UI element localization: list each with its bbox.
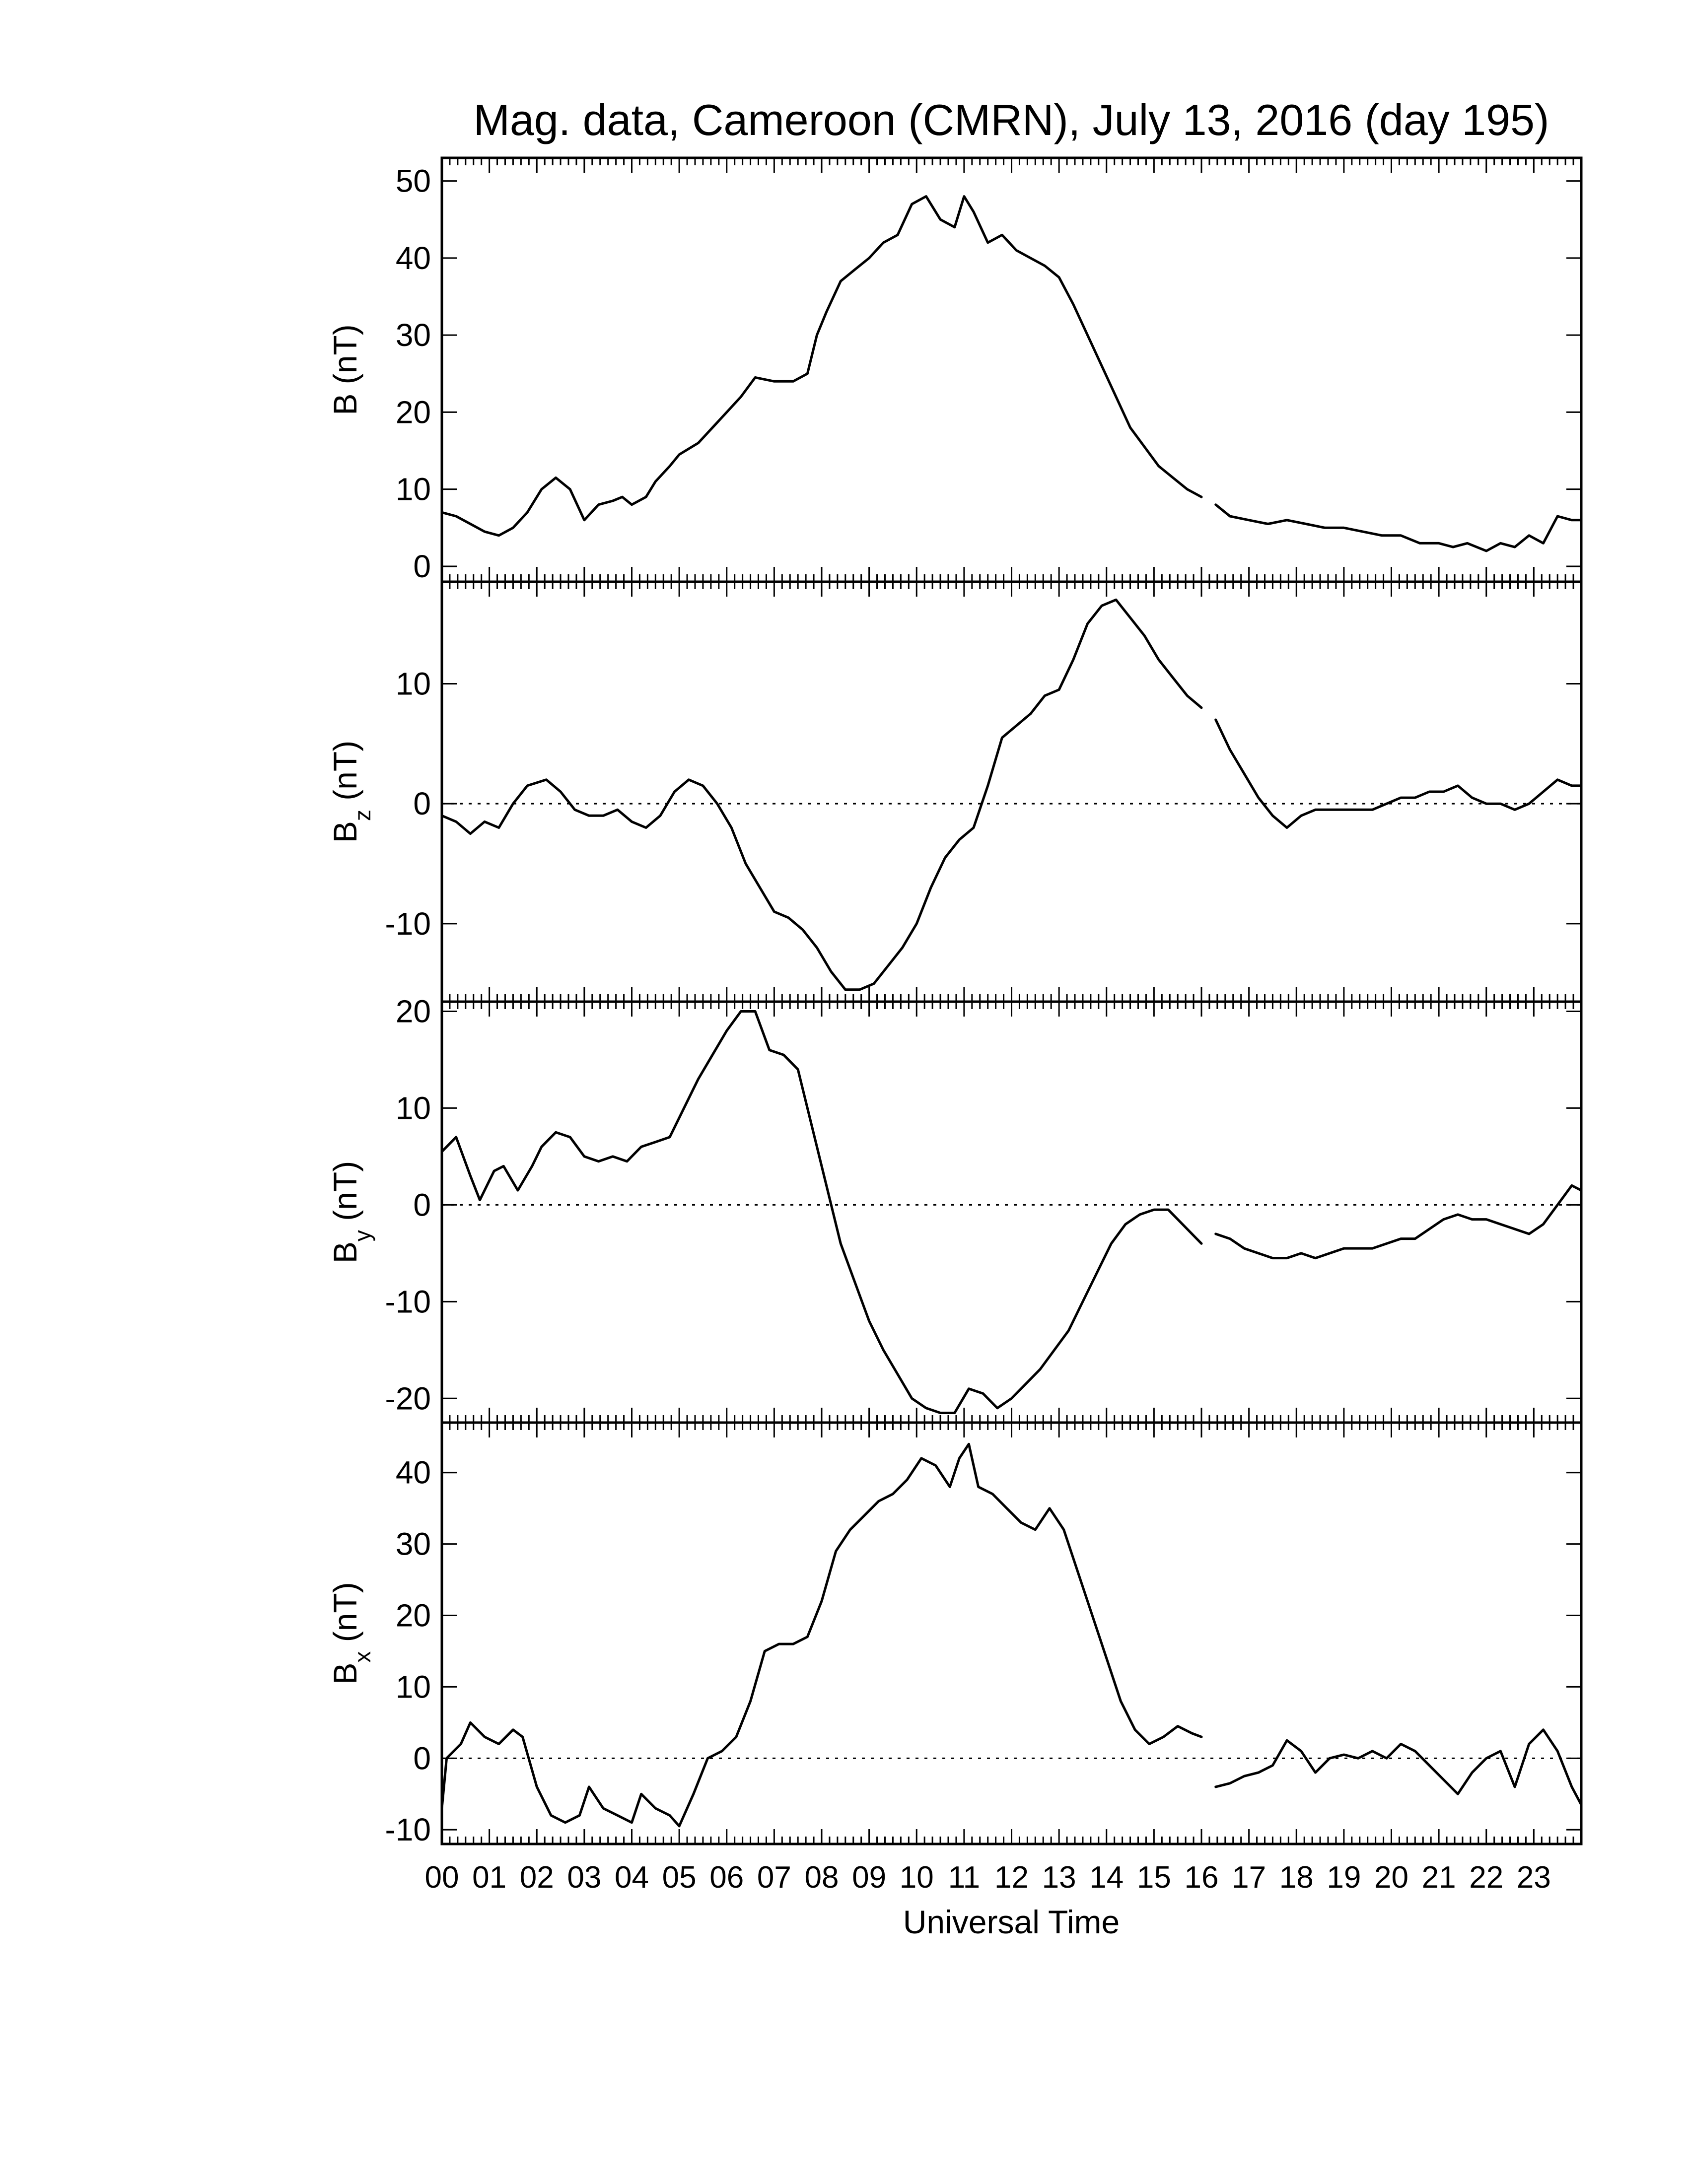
x-tick-label: 16: [1185, 1860, 1219, 1895]
b-y-ytick-label: 10: [396, 1090, 431, 1126]
x-tick-label: 21: [1422, 1860, 1456, 1895]
b-y-ytick-label: -10: [385, 1284, 431, 1319]
x-tick-label: 20: [1374, 1860, 1408, 1895]
b-total-y-axis-symbol: B (nT): [327, 324, 363, 415]
x-tick-label: 01: [472, 1860, 506, 1895]
b-total-trace-segment-1: [440, 195, 1203, 537]
x-tick-label: 14: [1089, 1860, 1124, 1895]
b-z-ytick-label: 0: [413, 786, 431, 821]
x-tick-label: 12: [994, 1860, 1029, 1895]
x-tick-label: 19: [1327, 1860, 1361, 1895]
b-y-ytick-label: 20: [396, 993, 431, 1029]
b-total-frame: [440, 156, 1583, 583]
b-z-y-axis-subscript: z: [350, 810, 375, 821]
x-tick-label: 13: [1042, 1860, 1076, 1895]
x-tick-label: 09: [852, 1860, 886, 1895]
b-z-trace-segment-2: [1214, 718, 1583, 829]
b-x-y-axis-subscript: x: [350, 1651, 375, 1663]
x-tick-label: 11: [948, 1860, 980, 1895]
x-tick-label: 23: [1517, 1860, 1551, 1895]
b-x-trace-segment-2: [1214, 1728, 1583, 1806]
b-z-y-axis-symbol: B: [327, 821, 363, 843]
b-x-y-axis-symbol: B: [327, 1663, 363, 1685]
x-tick-label: 00: [425, 1860, 459, 1895]
b-total-ytick-label: 0: [413, 548, 431, 584]
b-z-frame: [440, 580, 1583, 1003]
b-z-y-axis-label: Bz (nT): [327, 741, 375, 843]
b-y-y-axis-subscript: y: [350, 1230, 375, 1241]
b-y-trace-segment-2: [1214, 1184, 1583, 1260]
b-total-ytick-label: 20: [396, 394, 431, 430]
x-tick-label: 06: [709, 1860, 744, 1895]
x-axis-label: Universal Time: [903, 1904, 1120, 1940]
x-tick-label: 05: [662, 1860, 697, 1895]
b-z-trace-segment-1: [440, 598, 1203, 991]
panel-b-z: -10 0 10 Bz (nT): [327, 580, 1583, 1003]
b-x-ytick-label: 10: [396, 1669, 431, 1705]
b-y-ytick-label: -20: [385, 1380, 431, 1416]
b-x-ytick-label: 40: [396, 1455, 431, 1491]
b-y-y-axis-label: By (nT): [327, 1161, 375, 1263]
b-total-ytick-label: 30: [396, 317, 431, 353]
panel-b-x: -10 0 10 20 30 40 Bx (nT) 00 01 02 03 04 05 06 07 08 09 1…: [327, 1421, 1583, 1895]
b-x-trace-segment-1: [440, 1442, 1203, 1828]
b-total-ytick-label: 50: [396, 163, 431, 199]
b-y-y-axis-unit: (nT): [327, 1161, 363, 1230]
b-total-ytick-label: 40: [396, 240, 431, 276]
b-z-y-axis-unit: (nT): [327, 741, 363, 810]
panel-b-total: 0 10 20 30 40 50 B (nT): [327, 156, 1583, 584]
b-total-ytick-label: 10: [396, 472, 431, 507]
b-total-y-axis-label: B (nT): [327, 324, 363, 415]
b-x-frame: [440, 1421, 1583, 1845]
b-total-trace-segment-2: [1214, 503, 1583, 552]
b-x-y-axis-unit: (nT): [327, 1582, 363, 1651]
x-tick-label: 17: [1232, 1860, 1266, 1895]
b-y-y-axis-symbol: B: [327, 1241, 363, 1263]
b-x-ytick-label: 20: [396, 1598, 431, 1634]
b-z-ytick-label: -10: [385, 906, 431, 942]
x-tick-label: 22: [1469, 1860, 1503, 1895]
chart-title: Mag. data, Cameroon (CMRN), July 13, 201…: [474, 95, 1549, 144]
x-tick-label: 04: [615, 1860, 649, 1895]
x-tick-label: 08: [805, 1860, 839, 1895]
b-y-trace-segment-1: [440, 1010, 1203, 1414]
x-tick-label: 15: [1137, 1860, 1171, 1895]
x-tick-label: 02: [520, 1860, 554, 1895]
x-tick-label: 07: [757, 1860, 791, 1895]
b-x-ytick-label: -10: [385, 1812, 431, 1847]
b-z-ytick-label: 10: [396, 666, 431, 701]
panel-b-y: -20 -10 0 10 20 By (nT): [327, 993, 1583, 1424]
x-tick-label: 10: [900, 1860, 934, 1895]
b-x-ytick-label: 0: [413, 1740, 431, 1776]
b-x-ytick-label: 30: [396, 1526, 431, 1562]
x-tick-label: 03: [567, 1860, 601, 1895]
b-x-y-axis-label: Bx (nT): [327, 1582, 375, 1684]
b-y-frame: [440, 1000, 1583, 1424]
b-y-ytick-label: 0: [413, 1187, 431, 1223]
x-tick-label: 18: [1279, 1860, 1314, 1895]
